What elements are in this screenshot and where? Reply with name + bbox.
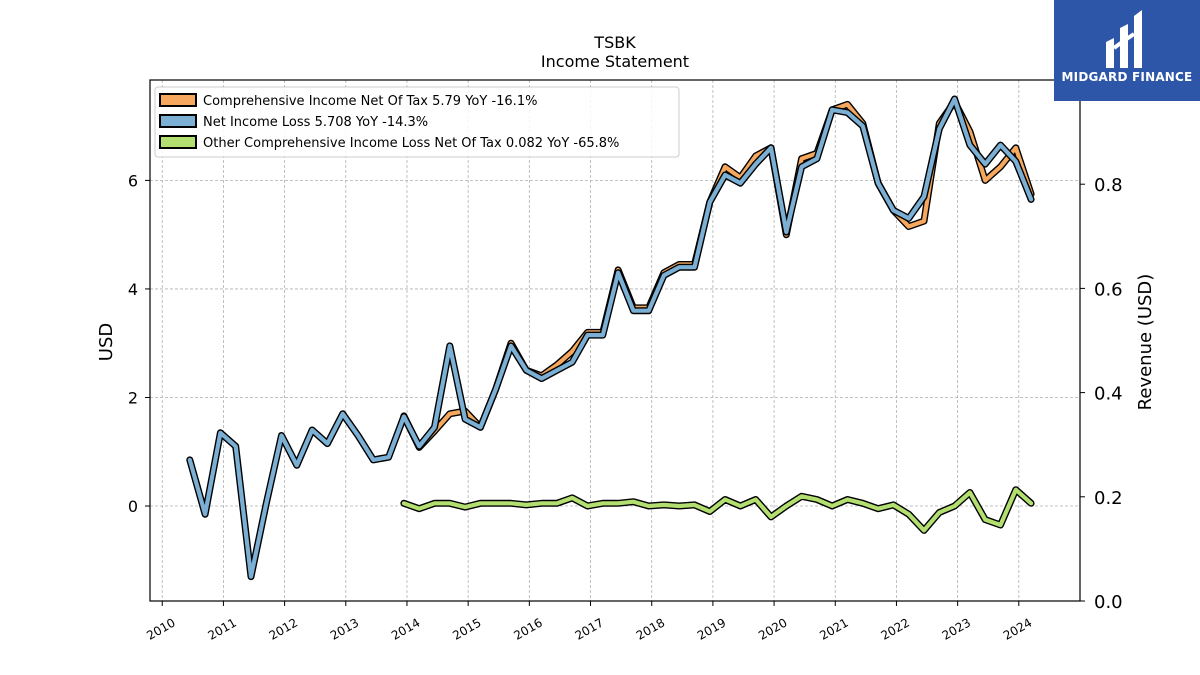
brand-name: MIDGARD FINANCE: [1061, 70, 1193, 84]
x-tick-label: 2019: [695, 615, 728, 642]
chart-title: TSBK: [594, 33, 636, 52]
series-line-other-comprehensive-income-loss-net-of-tax: [401, 487, 1034, 533]
y-axis-label: USD: [96, 323, 117, 361]
x-tick-label: 2016: [511, 615, 544, 642]
y-right-tick-label: 0.2: [1094, 488, 1123, 509]
x-tick-label: 2012: [267, 615, 300, 642]
legend-label-other-comprehensive-income-loss-net-of-tax: Other Comprehensive Income Loss Net Of T…: [203, 136, 619, 151]
x-tick-label: 2010: [144, 615, 177, 642]
series-line-net-income-loss: [187, 96, 1034, 579]
y-right-tick-label: 0.0: [1094, 592, 1123, 613]
plot-frame: [149, 79, 1081, 602]
series-outline-other-comprehensive-income-loss-net-of-tax: [400, 486, 1035, 534]
x-tick-label: 2014: [389, 615, 422, 642]
midgard-logo-icon: [1106, 10, 1142, 68]
legend-label-comprehensive-income-net-of-tax: Comprehensive Income Net Of Tax 5.79 YoY…: [203, 94, 537, 109]
x-tick-label: 2017: [573, 615, 606, 642]
legend-swatch-comprehensive-income-net-of-tax: [159, 93, 197, 107]
brand-logo: MIDGARD FINANCE: [1054, 0, 1200, 101]
x-tick-label: 2011: [205, 615, 238, 642]
legend-swatch-net-income-loss: [159, 114, 197, 128]
x-tick-label: 2022: [878, 615, 911, 642]
x-tick-label: 2018: [634, 615, 667, 642]
y-tick-label: 4: [128, 280, 138, 299]
chart-subtitle: Income Statement: [540, 52, 690, 71]
legend-box: [154, 86, 680, 158]
y-tick-label: 0: [128, 497, 138, 516]
x-tick-label: 2013: [328, 615, 361, 642]
y-right-axis-label: Revenue (USD): [1135, 274, 1156, 411]
y-tick-label: 2: [128, 388, 138, 407]
legend-swatch-other-comprehensive-income-loss-net-of-tax: [159, 135, 197, 149]
x-tick-label: 2023: [940, 615, 973, 642]
y-right-tick-label: 0.6: [1094, 279, 1123, 300]
x-tick-label: 2015: [450, 615, 483, 642]
x-tick-label: 2020: [756, 615, 789, 642]
y-tick-label: 6: [128, 171, 138, 190]
x-tick-label: 2024: [1001, 615, 1034, 642]
legend-label-net-income-loss: Net Income Loss 5.708 YoY -14.3%: [203, 115, 428, 130]
x-tick-label: 2021: [817, 615, 850, 642]
y-right-tick-label: 0.4: [1094, 384, 1123, 405]
y-right-tick-label: 0.8: [1094, 175, 1123, 196]
